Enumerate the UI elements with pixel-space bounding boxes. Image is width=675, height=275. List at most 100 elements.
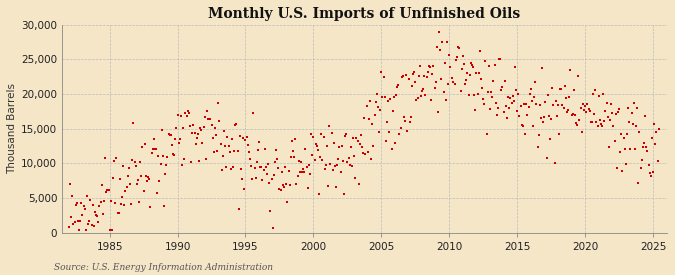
Point — [220, 144, 231, 148]
Point — [185, 124, 196, 129]
Point — [331, 185, 342, 189]
Point — [625, 147, 636, 151]
Point — [204, 117, 215, 122]
Point — [404, 120, 415, 125]
Point — [446, 76, 457, 81]
Point — [83, 221, 94, 226]
Point — [376, 70, 387, 74]
Point — [122, 174, 133, 178]
Point — [217, 154, 228, 158]
Point — [392, 85, 402, 89]
Point — [436, 77, 447, 82]
Point — [142, 178, 153, 183]
Point — [72, 201, 82, 206]
Point — [197, 141, 208, 145]
Point — [653, 127, 664, 131]
Point — [493, 106, 504, 111]
Point — [101, 190, 111, 194]
Point — [639, 141, 649, 145]
Point — [585, 119, 596, 124]
Point — [428, 64, 439, 69]
Point — [528, 124, 539, 128]
Point — [634, 130, 645, 134]
Point — [615, 149, 626, 154]
Point — [259, 146, 270, 151]
Point — [146, 151, 157, 155]
Point — [414, 64, 425, 68]
Point — [556, 87, 567, 92]
Point — [572, 123, 583, 127]
Point — [336, 144, 347, 148]
Point — [401, 73, 412, 78]
Point — [503, 95, 514, 99]
Point — [406, 115, 416, 119]
Point — [177, 163, 188, 168]
Point — [284, 183, 295, 187]
Point — [486, 90, 497, 94]
Point — [400, 119, 410, 123]
Point — [456, 67, 467, 72]
Point — [487, 95, 497, 99]
Point — [267, 226, 278, 230]
Point — [573, 74, 584, 78]
Point — [452, 55, 462, 59]
Point — [299, 170, 310, 174]
Point — [356, 133, 367, 137]
Text: Source: U.S. Energy Information Administration: Source: U.S. Energy Information Administ… — [54, 263, 273, 272]
Point — [125, 182, 136, 186]
Point — [612, 110, 623, 115]
Point — [520, 132, 531, 136]
Point — [651, 130, 661, 134]
Point — [450, 81, 460, 86]
Point — [171, 126, 182, 130]
Point — [130, 164, 141, 169]
Point — [485, 107, 495, 112]
Point — [307, 153, 318, 157]
Point — [427, 72, 437, 76]
Point — [327, 167, 338, 172]
Point — [548, 103, 559, 107]
Point — [553, 103, 564, 107]
Point — [107, 176, 118, 180]
Point — [378, 75, 389, 79]
Point — [560, 83, 570, 88]
Point — [334, 145, 345, 150]
Point — [448, 20, 459, 24]
Point — [496, 88, 507, 92]
Point — [500, 104, 511, 108]
Point — [429, 86, 440, 90]
Point — [592, 124, 603, 128]
Point — [564, 95, 574, 100]
Point — [159, 204, 169, 208]
Point — [264, 181, 275, 186]
Point — [132, 182, 142, 186]
Point — [241, 134, 252, 139]
Point — [595, 118, 605, 122]
Point — [650, 142, 661, 146]
Point — [599, 119, 610, 123]
Point — [202, 109, 213, 113]
Point — [236, 167, 246, 171]
Point — [212, 148, 223, 153]
Point — [562, 110, 572, 114]
Point — [549, 161, 560, 166]
Point — [560, 96, 571, 100]
Point — [396, 75, 407, 79]
Point — [603, 145, 614, 149]
Point — [313, 148, 323, 152]
Point — [403, 77, 414, 81]
Point — [122, 184, 132, 189]
Point — [369, 113, 380, 117]
Point — [136, 174, 146, 178]
Point — [532, 145, 543, 149]
Point — [276, 170, 287, 175]
Point — [138, 189, 149, 194]
Point — [314, 192, 325, 197]
Point — [366, 157, 377, 162]
Point — [164, 133, 175, 137]
Point — [630, 147, 641, 151]
Point — [152, 191, 163, 196]
Point — [593, 94, 604, 98]
Point — [361, 104, 372, 108]
Point — [341, 132, 352, 137]
